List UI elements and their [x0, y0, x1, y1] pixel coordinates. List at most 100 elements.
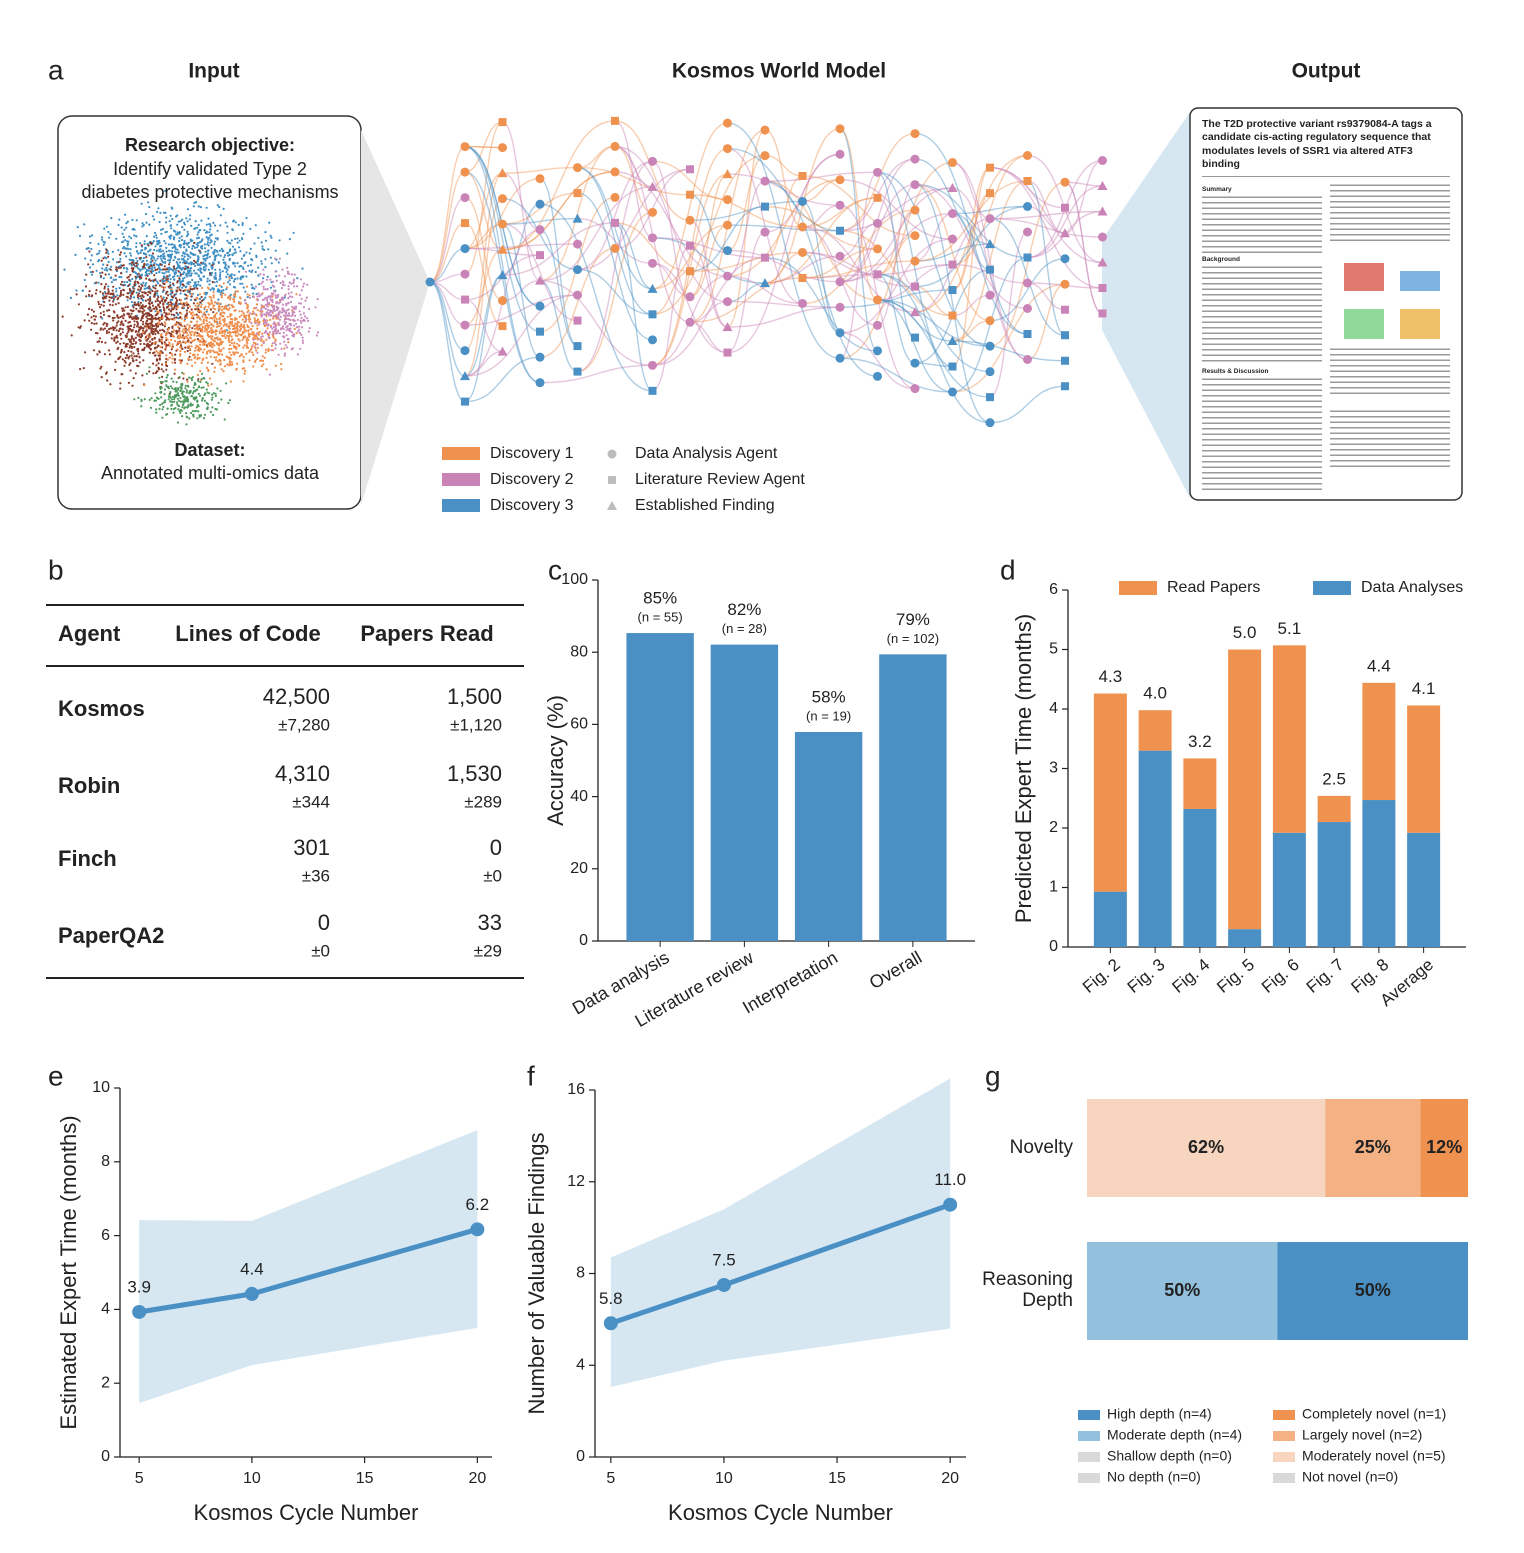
umap-point — [222, 258, 225, 261]
umap-point — [214, 313, 217, 316]
umap-point — [238, 246, 241, 249]
umap-point — [161, 316, 164, 319]
umap-point — [206, 280, 209, 283]
x-tick-label: 15 — [828, 1470, 846, 1487]
umap-point — [105, 266, 108, 270]
umap-point — [228, 362, 231, 365]
umap-point — [269, 286, 273, 289]
umap-point — [145, 372, 148, 375]
umap-point — [285, 329, 288, 332]
umap-point — [151, 267, 154, 270]
network-node — [985, 239, 995, 249]
network-edge — [727, 147, 803, 305]
umap-point — [87, 263, 90, 266]
umap-point — [158, 376, 161, 379]
umap-point — [139, 286, 143, 290]
umap-point — [206, 331, 209, 334]
umap-point — [119, 333, 122, 336]
paper-page: The T2D protective variant rs9379084-A t… — [1202, 118, 1450, 492]
umap-point — [169, 400, 172, 403]
network-node — [1023, 329, 1032, 338]
umap-point — [272, 336, 275, 339]
umap-point — [152, 269, 155, 272]
network-edge — [989, 166, 1103, 289]
umap-point — [301, 339, 304, 342]
value-label: 11.0 — [934, 1170, 966, 1189]
umap-point — [265, 368, 268, 371]
umap-point — [193, 227, 196, 230]
network-edge — [614, 145, 653, 214]
umap-point — [197, 236, 200, 239]
umap-point — [256, 346, 259, 349]
umap-point — [109, 292, 112, 295]
network-edge — [1064, 181, 1103, 315]
umap-point — [249, 312, 252, 315]
umap-point — [204, 259, 207, 262]
umap-point — [185, 389, 188, 392]
umap-point — [156, 351, 159, 354]
umap-point — [110, 281, 113, 284]
umap-point — [160, 396, 163, 399]
umap-point — [129, 362, 132, 365]
umap-point — [235, 367, 238, 370]
umap-point — [106, 269, 109, 272]
network-edge — [877, 299, 953, 342]
umap-point — [219, 389, 222, 392]
network-node — [498, 296, 507, 306]
umap-point — [180, 258, 183, 261]
umap-point — [145, 326, 148, 329]
network-edge — [802, 260, 916, 279]
umap-point — [95, 289, 98, 292]
umap-point — [135, 291, 138, 294]
umap-point — [162, 252, 166, 255]
umap-point — [122, 284, 125, 287]
umap-point — [90, 308, 93, 311]
network-edge — [652, 122, 728, 290]
umap-point — [248, 350, 251, 353]
umap-point — [255, 335, 258, 338]
umap-point — [155, 350, 158, 353]
umap-point — [211, 329, 214, 332]
umap-point — [199, 301, 202, 304]
umap-point — [132, 337, 135, 341]
umap-point — [100, 283, 103, 286]
umap-point — [181, 218, 184, 221]
umap-point — [184, 387, 187, 390]
umap-point — [138, 257, 141, 260]
umap-point — [285, 317, 288, 321]
umap-point — [148, 340, 151, 343]
umap-point — [255, 255, 258, 259]
umap-point — [286, 309, 289, 312]
umap-point — [252, 365, 255, 368]
umap-point — [197, 283, 200, 286]
umap-point — [296, 353, 299, 356]
umap-point — [227, 295, 231, 298]
network-edge — [839, 289, 953, 308]
umap-point — [210, 240, 213, 243]
umap-point — [197, 256, 200, 259]
umap-point — [224, 293, 227, 296]
umap-point — [95, 322, 98, 325]
umap-point — [219, 224, 222, 227]
umap-point — [127, 338, 130, 341]
umap-point — [78, 234, 82, 237]
umap-point — [302, 312, 305, 315]
umap-point — [194, 272, 197, 275]
paper-text — [1330, 182, 1450, 243]
umap-point — [240, 323, 243, 326]
paper-columns: Summary Background Results & Discussion — [1202, 182, 1450, 492]
umap-point — [213, 320, 216, 324]
umap-point — [70, 334, 73, 337]
umap-point — [86, 313, 89, 316]
network-node — [1023, 354, 1032, 364]
umap-point — [190, 395, 193, 398]
umap-point — [204, 324, 207, 327]
umap-point — [274, 257, 277, 260]
umap-point — [177, 325, 180, 328]
umap-point — [123, 252, 126, 255]
umap-point — [159, 250, 163, 253]
network-edge — [539, 203, 653, 392]
umap-point — [212, 221, 215, 224]
umap-point — [187, 270, 190, 273]
